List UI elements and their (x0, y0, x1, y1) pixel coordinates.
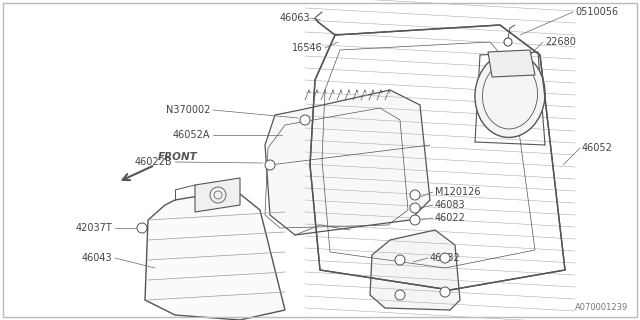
Circle shape (410, 190, 420, 200)
Circle shape (440, 287, 450, 297)
Circle shape (265, 160, 275, 170)
Polygon shape (370, 230, 460, 310)
Text: 46022B: 46022B (134, 157, 172, 167)
Circle shape (440, 253, 450, 263)
Text: A070001239: A070001239 (575, 303, 628, 312)
Circle shape (395, 255, 405, 265)
Text: 46032: 46032 (430, 253, 461, 263)
Text: 46063: 46063 (280, 13, 310, 23)
Text: 0510056: 0510056 (575, 7, 618, 17)
Text: FRONT: FRONT (158, 152, 198, 162)
Circle shape (410, 215, 420, 225)
Text: 16546: 16546 (292, 43, 323, 53)
Text: M120126: M120126 (435, 187, 481, 197)
Circle shape (395, 290, 405, 300)
Text: 46022: 46022 (435, 213, 466, 223)
Polygon shape (488, 50, 535, 77)
Circle shape (137, 223, 147, 233)
Polygon shape (145, 190, 285, 320)
Circle shape (410, 203, 420, 213)
Text: 46043: 46043 (81, 253, 112, 263)
Polygon shape (195, 178, 240, 212)
Polygon shape (265, 90, 430, 235)
Ellipse shape (475, 52, 545, 138)
Circle shape (300, 115, 310, 125)
Text: 46052: 46052 (582, 143, 613, 153)
Text: 46052A: 46052A (173, 130, 210, 140)
Text: 46083: 46083 (435, 200, 466, 210)
Text: 22680: 22680 (545, 37, 576, 47)
Text: 42037T: 42037T (76, 223, 112, 233)
Circle shape (504, 38, 512, 46)
Text: N370002: N370002 (166, 105, 210, 115)
